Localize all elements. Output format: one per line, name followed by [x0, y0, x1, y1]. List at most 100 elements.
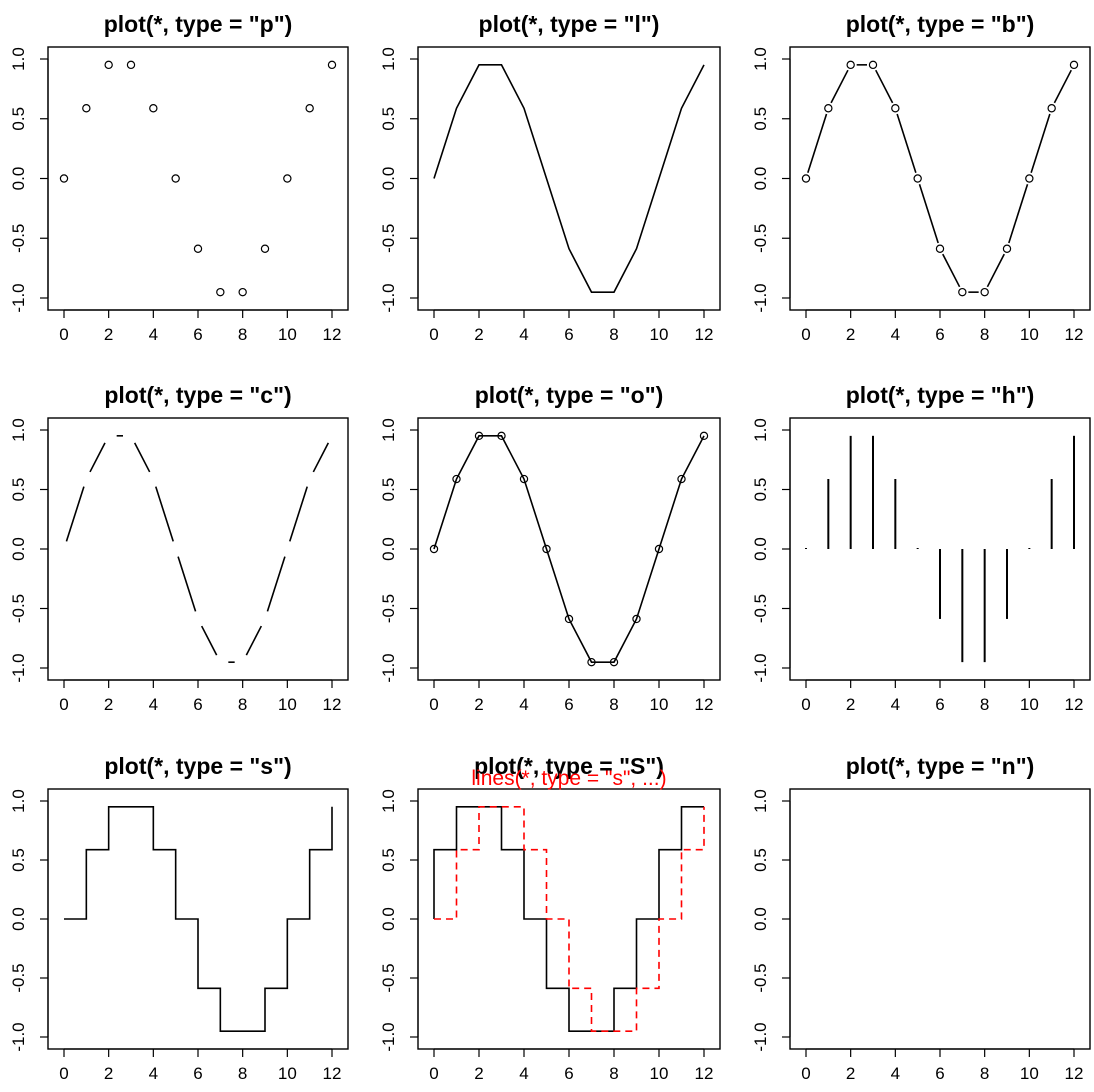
y-tick-label: -1.0: [751, 1022, 770, 1051]
data-segment: [986, 253, 1005, 288]
data-segment: [200, 625, 218, 656]
x-tick-label: 0: [801, 695, 810, 714]
plot-frame: [417, 417, 721, 681]
y-tick-label: 0.0: [9, 907, 28, 931]
x-tick-label: 4: [891, 1064, 900, 1083]
x-tick-label: 2: [104, 1064, 113, 1083]
data-point: [305, 104, 314, 113]
x-tick-label: 8: [238, 325, 247, 344]
x-tick-label: 10: [650, 695, 669, 714]
x-tick-label: 6: [935, 325, 944, 344]
panel-title: plot(*, type = "l"): [479, 11, 660, 37]
data-point: [238, 287, 247, 297]
plot-frame: [47, 417, 349, 681]
data-segment: [942, 253, 961, 288]
y-tick-label: -1.0: [9, 283, 28, 312]
y-tick-label: 1.0: [379, 789, 398, 813]
data-segment: [1053, 69, 1072, 104]
y-tick-label: -0.5: [751, 963, 770, 992]
data-step-line: [433, 805, 704, 1033]
x-tick-label: 2: [104, 325, 113, 344]
y-tick-label: -0.5: [9, 594, 28, 623]
panel-title: plot(*, type = "h"): [846, 382, 1035, 408]
data-point: [542, 544, 551, 554]
panel-title: plot(*, type = "p"): [104, 11, 293, 37]
data-segment: [177, 556, 197, 612]
data-segment: [65, 486, 85, 542]
x-tick-label: 0: [801, 1064, 810, 1083]
data-point: [1002, 244, 1012, 253]
data-point: [474, 431, 484, 441]
x-tick-label: 8: [980, 1064, 989, 1083]
x-tick-label: 12: [323, 1064, 342, 1083]
x-tick-label: 0: [59, 1064, 68, 1083]
x-tick-label: 0: [429, 695, 438, 714]
data-segment: [245, 625, 263, 656]
x-tick-label: 2: [474, 1064, 483, 1083]
x-tick-label: 0: [429, 325, 438, 344]
y-tick-label: 0.5: [9, 478, 28, 502]
y-tick-label: 1.0: [9, 418, 28, 442]
panel-s: plot(*, type = "s") 0 2 4 6 8 10 12 -1.0 -0.5 0.0 0…: [9, 753, 349, 1083]
data-segment: [155, 486, 174, 542]
y-tick-label: 0.0: [751, 167, 770, 191]
panel-c: plot(*, type = "c") 0 2 4 6 8 10 12 -1.0 -0.5 0.0 0…: [9, 382, 349, 714]
x-tick-label: 4: [519, 325, 528, 344]
y-tick-label: 0.0: [379, 167, 398, 191]
panel-h: plot(*, type = "h") 0 2 4 6 8 10 12 -1.0 -0.5 0.0 0…: [751, 382, 1091, 714]
data-point: [587, 657, 596, 667]
data-point: [497, 431, 506, 441]
plot-frame: [789, 46, 1091, 311]
x-tick-label: 4: [149, 1064, 158, 1083]
plot-frame: [417, 46, 721, 311]
x-tick-label: 2: [474, 695, 483, 714]
x-tick-label: 0: [429, 1064, 438, 1083]
data-segment: [133, 442, 151, 473]
x-tick-label: 8: [609, 1064, 618, 1083]
data-segment: [875, 69, 894, 104]
x-tick-label: 12: [323, 325, 342, 344]
data-point: [193, 244, 203, 253]
x-tick-label: 0: [801, 325, 810, 344]
x-tick-label: 0: [59, 325, 68, 344]
panel-title: plot(*, type = "s"): [104, 753, 291, 779]
panel-title: plot(*, type = "c"): [104, 382, 291, 408]
x-tick-label: 10: [278, 325, 297, 344]
y-tick-label: -1.0: [379, 1022, 398, 1051]
data-point: [519, 474, 529, 484]
data-segment: [312, 442, 330, 473]
data-segment: [1008, 183, 1029, 244]
x-tick-label: 10: [1020, 695, 1039, 714]
y-tick-label: 0.5: [9, 848, 28, 872]
data-line: [433, 435, 705, 663]
data-point: [609, 657, 619, 667]
x-tick-label: 2: [846, 695, 855, 714]
x-tick-label: 6: [935, 1064, 944, 1083]
panel-title: plot(*, type = "b"): [846, 11, 1035, 37]
data-segment: [807, 113, 828, 174]
data-point: [980, 287, 989, 297]
y-tick-label: 0.5: [379, 478, 398, 502]
data-point: [452, 474, 461, 484]
overlay-annotation: lines(*, type = "s", ...): [471, 767, 666, 790]
data-point: [677, 474, 686, 484]
x-tick-label: 8: [238, 695, 247, 714]
y-tick-label: 0.0: [751, 537, 770, 561]
y-tick-label: 1.0: [751, 789, 770, 813]
y-tick-label: 0.5: [751, 107, 770, 131]
data-point: [126, 60, 136, 70]
data-point: [260, 244, 270, 253]
x-tick-label: 12: [695, 695, 714, 714]
x-tick-label: 2: [846, 325, 855, 344]
plot-frame: [789, 788, 1091, 1050]
x-tick-label: 10: [650, 325, 669, 344]
y-tick-label: 0.5: [751, 848, 770, 872]
data-point: [1047, 104, 1056, 113]
data-point: [216, 287, 225, 297]
data-point: [82, 104, 91, 113]
data-point: [913, 174, 922, 183]
x-tick-label: 10: [278, 695, 297, 714]
x-tick-label: 6: [935, 695, 944, 714]
data-point: [891, 104, 900, 113]
